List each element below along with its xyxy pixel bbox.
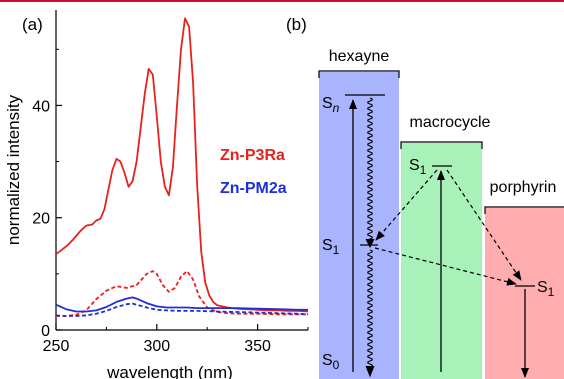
x-ticks: 250 300 350 — [43, 324, 309, 355]
wavy1-arrowhead — [365, 238, 375, 249]
state-label-macrocycle-s1: S1 — [409, 157, 427, 177]
wavy2-arrowhead — [365, 365, 375, 378]
series-line-2 — [55, 296, 308, 313]
plot-area: 250 300 350 0 20 40 — [32, 10, 309, 355]
x-axis-label: wavelength (nm) — [106, 363, 233, 379]
porphyrin-bracket — [484, 206, 564, 214]
macrocycle-to-hexayne-transfer — [375, 169, 438, 241]
state-label-hexayne-s1: S1 — [322, 237, 340, 257]
hexayne-label: hexayne — [329, 48, 390, 65]
state-label-s0: S0 — [322, 352, 340, 372]
hexayne-to-porphyrin-transfer — [374, 247, 517, 286]
hexayne-box — [319, 72, 399, 379]
top-rule — [0, 0, 564, 2]
series-line-3 — [55, 302, 309, 317]
state-label-sn: Sn — [322, 95, 340, 115]
series-line-1 — [56, 270, 308, 317]
hexayne-bracket — [318, 70, 400, 78]
macrocycle-to-porphyrin-transfer — [446, 169, 522, 281]
legend-entry-pm2a: Zn-PM2a — [220, 180, 287, 197]
series-lines — [55, 17, 309, 317]
panel-label-a: (a) — [22, 15, 43, 34]
nonradiative-wavy-arrow — [367, 249, 373, 368]
legend-entry-p3ra: Zn-P3Ra — [220, 147, 285, 164]
x-tick-label: 350 — [244, 338, 271, 355]
y-axis-label: normalized intensity — [4, 94, 23, 245]
y-tick-label: 20 — [32, 211, 50, 228]
panel-a: (a) 250 300 350 0 20 40 wavelength (nm) norm… — [4, 10, 309, 379]
y-tick-label: 40 — [32, 98, 50, 115]
x-tick-label: 300 — [143, 338, 170, 355]
macrocycle-bracket — [400, 141, 483, 149]
y-tick-label: 0 — [41, 323, 50, 340]
state-label-porphyrin-s1: S1 — [537, 279, 555, 299]
series-line-0 — [55, 17, 309, 313]
panel-label-b: (b) — [286, 15, 307, 34]
porphyrin-label: porphyrin — [490, 179, 557, 196]
internal-conversion-wavy-arrow — [367, 97, 373, 241]
panel-b: (b) hexayne macrocycle porphyrin Sn S1 S… — [286, 15, 564, 379]
x-tick-label: 250 — [43, 338, 70, 355]
macrocycle-label: macrocycle — [410, 114, 491, 131]
y-ticks: 0 20 40 — [32, 48, 62, 340]
